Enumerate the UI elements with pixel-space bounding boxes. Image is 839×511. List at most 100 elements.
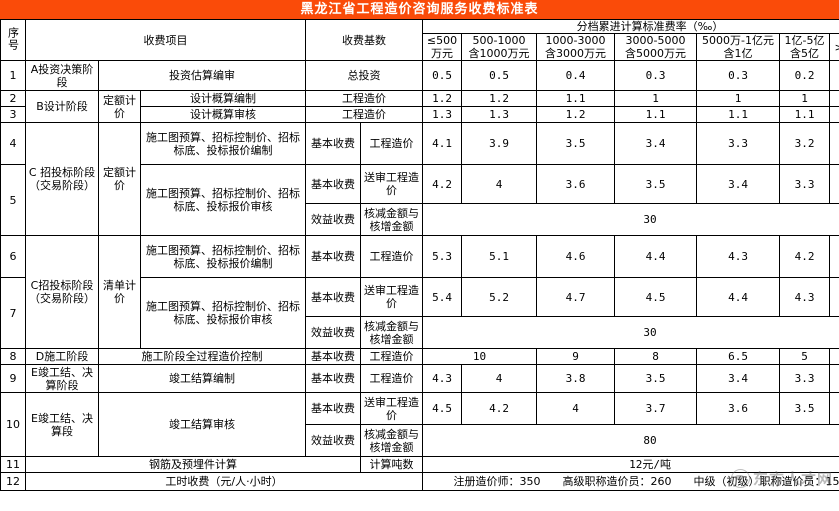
rate-cell-merged: 12元/吨 [422,456,839,473]
rate-cell: 9 [536,348,616,365]
row-base: 工程造价 [360,348,424,365]
rate-cell: 3.9 [461,122,538,165]
rate-cell: 3.4 [696,364,781,393]
row-seq: 8 [0,348,26,365]
rate-cell: 6.5 [696,348,781,365]
rate-cell: 5.3 [422,235,463,278]
rate-cell: 4.3 [779,277,831,317]
rate-cell: 1 [779,90,831,107]
row-item: 投资估算编审 [97,60,307,91]
page-title: 黑龙江省工程造价咨询服务收费标准表 [0,0,839,19]
header-rate-group: 分档累进计算标准费率（‰） [422,19,839,34]
row-base: 核减金额与核增金额 [360,203,424,236]
row-seq: 2 [0,90,26,107]
row-item: 工时收费（元/人·小时） [24,472,424,491]
rate-cell: 3.5 [614,364,698,393]
rate-cell: 4.2 [422,164,463,204]
row-base: 核减金额与核增金额 [360,316,424,349]
header-base: 收费基数 [305,19,424,61]
table-row: 10 E竣工结、决算段 竣工结算审核 基本收费 送审工程造价 4.5 4.2 4… [0,392,839,457]
row-base: 总投资 [305,60,424,91]
rate-cell: 3.6 [536,164,616,204]
fee-type: 基本收费 [305,364,362,393]
rate-cell: 1 [696,90,781,107]
rate-cell: 1.2 [536,106,616,123]
rate-cell: 0.3 [696,60,781,91]
stage-label-e9: E竣工结、决算阶段 [25,364,99,393]
rate-cell: 3.2 [829,164,839,204]
row-seq: 4 [0,122,26,165]
header-bracket-1: ≤500 万元 [422,33,463,61]
fee-type: 基本收费 [305,122,362,165]
rate-cell: 0.9 [829,90,839,107]
table-header-row-1: 序号 收费项目 收费基数 分档累进计算标准费率（‰） [0,19,839,61]
table-row: 8 D施工阶段 施工阶段全过程造价控制 基本收费 工程造价 10 9 8 6.5… [0,348,839,365]
fee-type: 效益收费 [305,424,362,457]
header-bracket-6: 1亿-5亿 含5亿 [779,33,831,61]
header-seq: 序号 [0,19,26,61]
table-row: 9 E竣工结、决算阶段 竣工结算编制 基本收费 工程造价 4.3 4 3.8 3… [0,364,839,393]
header-item: 收费项目 [24,19,307,61]
rate-cell: 3.2 [829,364,839,393]
rate-cell: 3.6 [696,392,781,425]
rate-cell: 3.3 [696,122,781,165]
rate-cell: 4.7 [536,277,616,317]
rate-cell: 3.3 [779,364,831,393]
table-row: 11 钢筋及预埋件计算 计算吨数 12元/吨 [0,456,839,473]
header-bracket-7: >5亿元 [829,33,839,61]
rate-cell-merged: 80 [422,424,839,457]
rate-cell: 4.6 [536,235,616,278]
rate-cell: 0.3 [614,60,698,91]
fee-type: 基本收费 [305,348,362,365]
rate-cell: 4.4 [614,235,698,278]
row-base: 工程造价 [360,235,424,278]
row-base: 送审工程造价 [360,392,424,425]
row-base: 工程造价 [305,106,424,123]
rate-cell: 3.4 [829,392,839,425]
rate-cell: 0.5 [461,60,538,91]
row-seq: 5 [0,164,26,236]
rate-cell: 4.2 [461,392,538,425]
row-item: 施工图预算、招标控制价、招标标底、投标报价编制 [139,122,307,165]
fee-standard-table: 序号 收费项目 收费基数 分档累进计算标准费率（‰） ≤500 万元 500-10… [0,19,839,491]
table-row: 6 C招投标阶段（交易阶段） 清单计价 施工图预算、招标控制价、招标标底、投标报… [0,235,839,349]
rate-cell: 1.2 [461,90,538,107]
row-seq: 10 [0,392,26,457]
rate-cell: 4 [536,392,616,425]
header-bracket-3: 1000-3000 含3000万元 [536,33,616,61]
rate-cell: 4.1 [829,277,839,317]
row-base: 核减金额与核增金额 [360,424,424,457]
rate-cell: 4.3 [422,364,463,393]
fee-type: 基本收费 [305,392,362,425]
rate-cell: 3.5 [536,122,616,165]
stage-label-c-qing: C招投标阶段（交易阶段） [25,235,99,349]
rate-cell: 3.4 [614,122,698,165]
row-item: 设计概算编制 [139,90,307,107]
rate-cell: 4.5 [422,392,463,425]
row-item: 施工图预算、招标控制价、招标标底、投标报价编制 [139,235,307,278]
fee-type: 效益收费 [305,203,362,236]
fee-type: 效益收费 [305,316,362,349]
rate-cell: 10 [422,348,538,365]
row-seq: 9 [0,364,26,393]
stage-label-b: B设计阶段 [25,90,99,123]
fee-type: 基本收费 [305,235,362,278]
row-item: 施工阶段全过程造价控制 [97,348,307,365]
row-base: 工程造价 [360,364,424,393]
rate-cell: 4.4 [696,277,781,317]
stage-label-d: D施工阶段 [25,348,99,365]
stage-label-e10: E竣工结、决算段 [25,392,99,457]
rate-cell: 1.3 [422,106,463,123]
rate-cell: 5.1 [461,235,538,278]
row-base: 送审工程造价 [360,164,424,204]
rate-cell: 3.1 [829,122,839,165]
rate-cell: 1.1 [614,106,698,123]
rate-cell: 4.1 [422,122,463,165]
rate-cell: 4 [461,164,538,204]
row-base: 计算吨数 [360,456,424,473]
table-row: 7 施工图预算、招标控制价、招标标底、投标报价审核 基本收费 送审工程造价 5.… [0,277,839,349]
rate-cell: 1.1 [696,106,781,123]
pricing-method-qing: 清单计价 [98,235,141,349]
rate-cell: 5.4 [422,277,463,317]
